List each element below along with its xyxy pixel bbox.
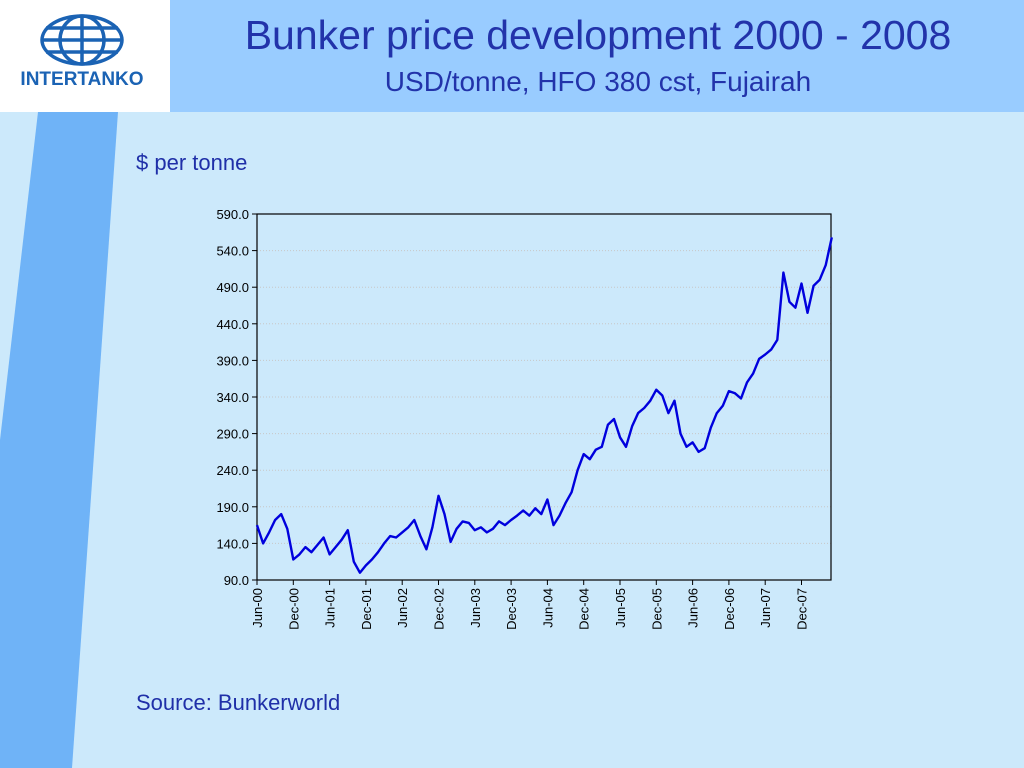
page-title: Bunker price development 2000 - 2008 — [244, 12, 952, 58]
x-tick-label: Jun-01 — [323, 588, 338, 628]
x-tick-label: Dec-01 — [359, 588, 374, 630]
y-tick-label: 490.0 — [216, 280, 249, 295]
x-tick-label: Jun-07 — [758, 588, 773, 628]
page-subtitle: USD/tonne, HFO 380 cst, Fujairah — [384, 66, 812, 97]
x-tick-label: Dec-06 — [722, 588, 737, 630]
unit-label: $ per tonne — [136, 150, 248, 175]
x-tick-label: Jun-06 — [686, 588, 701, 628]
x-tick-label: Dec-04 — [577, 588, 592, 630]
x-tick-label: Dec-02 — [432, 588, 447, 630]
x-tick-label: Dec-00 — [286, 588, 301, 630]
x-tick-label: Jun-03 — [468, 588, 483, 628]
globe-icon: INTERTANKO — [20, 14, 144, 90]
series-line — [255, 237, 833, 574]
y-tick-label: 390.0 — [216, 353, 249, 368]
x-tick-label: Dec-07 — [795, 588, 810, 630]
y-tick-label: 340.0 — [216, 390, 249, 405]
y-tick-label: 440.0 — [216, 317, 249, 332]
y-tick-label: 540.0 — [216, 244, 249, 259]
x-tick-label: Jun-00 — [250, 588, 265, 628]
y-tick-label: 240.0 — [216, 463, 249, 478]
logo: INTERTANKO — [0, 0, 170, 112]
x-tick-label: Jun-04 — [540, 588, 555, 628]
grid — [257, 250, 831, 544]
source-note: Source: Bunkerworld — [136, 690, 341, 715]
y-tick-label: 140.0 — [216, 536, 249, 551]
header-band — [0, 0, 1024, 112]
plot-frame — [256, 213, 832, 581]
y-tick-label: 290.0 — [216, 427, 249, 442]
logo-text: INTERTANKO — [20, 69, 143, 90]
x-tick-label: Dec-03 — [504, 588, 519, 630]
x-tick-label: Jun-02 — [395, 588, 410, 628]
y-tick-label: 90.0 — [224, 573, 249, 588]
x-tick-label: Jun-05 — [613, 588, 628, 628]
y-tick-label: 590.0 — [216, 207, 249, 222]
y-tick-label: 190.0 — [216, 500, 249, 515]
x-tick-label: Dec-05 — [649, 588, 664, 630]
